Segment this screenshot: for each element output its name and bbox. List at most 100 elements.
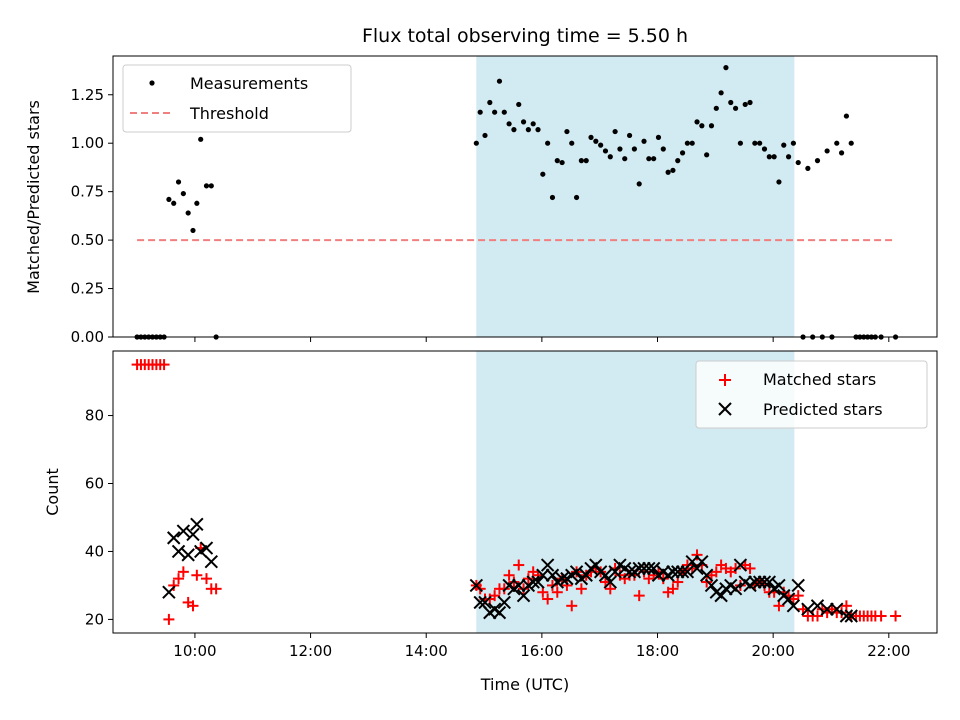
measurement-point <box>834 140 840 146</box>
matched-star-point <box>177 566 189 578</box>
predicted-star-point <box>752 575 767 589</box>
y-tick-label: 0.75 <box>71 183 104 201</box>
matched-star-point <box>537 586 549 598</box>
measurement-point <box>704 152 710 158</box>
predicted-star-point <box>728 582 743 596</box>
top-axes-frame <box>112 55 938 338</box>
measurement-point <box>194 200 200 206</box>
matched-star-point <box>773 600 785 612</box>
measurement-point <box>781 142 787 148</box>
predicted-star-point <box>772 578 786 593</box>
x-tick-label: 18:00 <box>636 642 679 660</box>
measurement-ratio-panel: 0.00 0.25 0.50 0.75 1.00 1.25 Flux total obse… <box>24 25 938 346</box>
measurement-point <box>540 171 546 177</box>
measurement-point <box>612 128 618 135</box>
matched-star-point <box>604 583 616 595</box>
matched-star-point <box>710 566 722 578</box>
measurements-point-group <box>134 65 899 340</box>
measurement-point <box>549 194 556 201</box>
predicted-star-point <box>733 558 748 572</box>
predicted-star-point <box>492 605 507 620</box>
predicted-star-point <box>531 575 545 589</box>
measurement-point <box>631 146 637 152</box>
legend-predicted-marker <box>718 402 732 416</box>
matched-star-point <box>168 579 180 591</box>
matched-star-point <box>210 583 222 595</box>
measurement-point <box>501 109 507 115</box>
top-y-ticks: 0.00 0.25 0.50 0.75 1.00 1.25 <box>71 86 113 346</box>
predicted-star-point <box>690 561 704 576</box>
predicted-star-point <box>190 517 204 531</box>
x-tick-label: 12:00 <box>289 642 332 660</box>
measurement-point <box>679 150 686 156</box>
predicted-star-point <box>526 575 540 589</box>
predicted-star-point <box>791 578 805 593</box>
observing-window-shade <box>476 56 795 337</box>
measurement-point <box>684 140 690 146</box>
measurement-point <box>588 134 594 140</box>
predicted-star-point <box>199 541 214 555</box>
measurement-point <box>665 169 671 175</box>
measurement-point <box>477 109 483 115</box>
measurement-point <box>848 140 854 146</box>
matched-star-point <box>672 576 684 588</box>
measurement-point <box>636 181 642 187</box>
measurement-point <box>694 119 700 125</box>
matched-star-point <box>191 569 203 581</box>
predicted-star-point <box>186 527 200 542</box>
matched-star-point <box>503 569 515 581</box>
predicted-star-point <box>839 609 854 623</box>
measurement-point <box>506 121 512 127</box>
matched-star-point <box>518 583 530 595</box>
measurement-point <box>641 138 647 144</box>
predicted-star-point <box>820 602 834 616</box>
measurement-point <box>602 148 609 154</box>
measurement-point <box>843 113 850 119</box>
top-legend-box <box>122 64 352 133</box>
measurement-point <box>646 156 652 162</box>
matched-star-point <box>508 576 520 588</box>
predicted-star-point <box>204 554 219 569</box>
measurement-point <box>737 140 743 146</box>
legend-measurements-marker <box>149 80 155 86</box>
measurement-point <box>496 78 503 84</box>
measurement-point <box>617 146 623 152</box>
predicted-star-point <box>695 554 709 569</box>
y-tick-label: 80 <box>85 407 104 425</box>
y-tick-label: 0.00 <box>71 328 104 346</box>
measurement-point <box>598 142 604 148</box>
measurement-point <box>198 136 204 142</box>
measurement-point <box>473 140 479 146</box>
measurement-point <box>742 101 748 108</box>
x-tick-label: 16:00 <box>520 642 563 660</box>
measurement-point <box>175 179 182 185</box>
matched-star-point <box>513 559 525 571</box>
measurement-point <box>723 65 729 71</box>
star-count-point-group <box>131 359 902 625</box>
predicted-star-point <box>478 595 492 610</box>
predicted-star-point <box>181 548 195 562</box>
bottom-legend-box <box>695 360 928 429</box>
matched-star-point <box>890 610 902 622</box>
measurement-point <box>190 227 196 234</box>
measurement-point <box>487 99 493 106</box>
matched-star-point <box>173 573 185 585</box>
matched-star-point <box>840 600 852 612</box>
matched-star-point <box>657 573 669 585</box>
measurement-point <box>554 158 560 164</box>
top-x-ticks <box>194 337 890 342</box>
predicted-star-point <box>632 561 646 576</box>
measurement-point <box>670 167 676 173</box>
predicted-star-point <box>171 544 186 559</box>
matched-star-point <box>734 579 746 591</box>
matched-star-point <box>163 613 175 625</box>
y-tick-label: 1.25 <box>71 86 104 104</box>
predicted-star-point <box>830 602 844 616</box>
predicted-star-point <box>167 531 181 545</box>
measurement-point <box>578 158 584 164</box>
x-axis-label: Time (UTC) <box>480 675 569 694</box>
measurement-point <box>559 159 565 166</box>
predicted-star-point <box>748 575 762 589</box>
measurement-point <box>689 140 695 146</box>
predicted-star-point <box>608 565 622 579</box>
